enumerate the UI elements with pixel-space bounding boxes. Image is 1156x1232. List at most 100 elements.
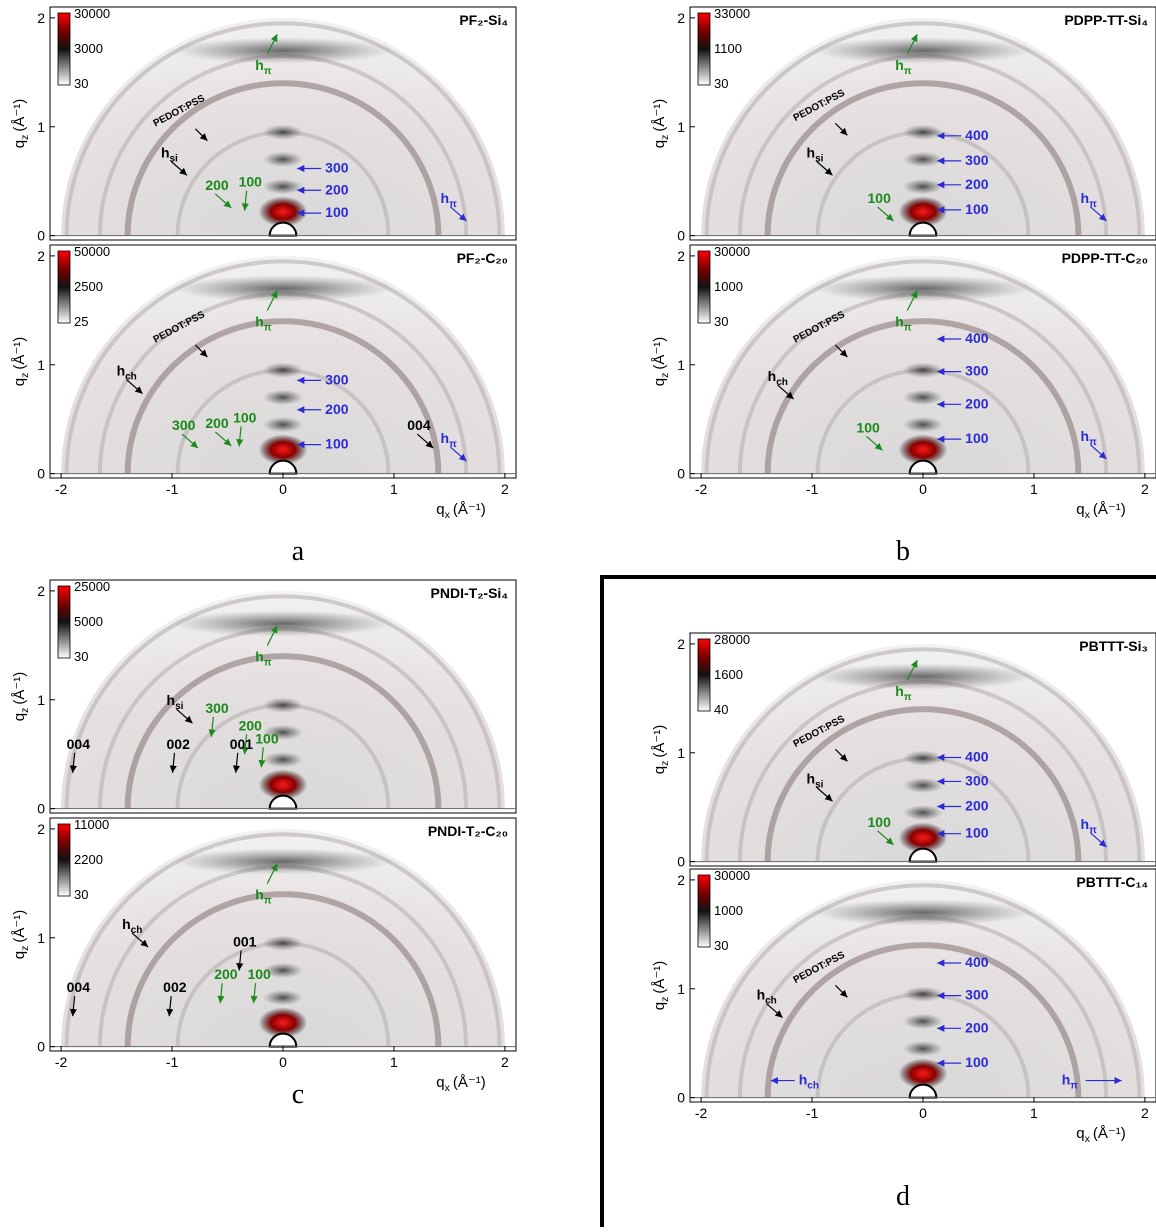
y-axis-label-sub: z (19, 135, 31, 140)
annotation-label: 200 (239, 717, 263, 733)
reflection-spot (903, 124, 943, 140)
annotation-arrow (816, 786, 833, 802)
x-axis-label-symbol: q (436, 1074, 444, 1091)
y-axis-label: qz (Å⁻¹) (11, 910, 31, 960)
reflection-spot (263, 697, 303, 713)
annotation-label: 100 (868, 190, 892, 206)
annotation-arrow (906, 290, 918, 311)
annotation-arrow (250, 983, 258, 1004)
plot-title: PBTTT-Si₃ (1079, 638, 1148, 654)
annotation-arrow (208, 716, 216, 737)
annotation-text: h (757, 987, 766, 1003)
annotation-sub: π (1089, 825, 1097, 836)
annotation-text: 300 (965, 987, 989, 1003)
colorbar (57, 585, 71, 659)
y-axis-label-symbol: q (11, 140, 28, 148)
annotation-label: hπ (255, 57, 272, 77)
annotation-text: h (1081, 428, 1090, 444)
annotation-label: 200 (205, 415, 229, 431)
colorbar (697, 12, 711, 86)
colorbar-label: 30 (714, 314, 728, 329)
annotation-text: 300 (965, 363, 989, 379)
annotation-text: h (167, 692, 176, 708)
diffraction-ring (764, 942, 1082, 1098)
y-tick-label: 2 (37, 583, 45, 599)
annotation-label: hsi (807, 144, 824, 164)
y-tick-label: 1 (677, 981, 685, 997)
y-axis-label: qz (Å⁻¹) (11, 672, 31, 722)
annotation-label: hπ (1062, 1072, 1079, 1092)
annotation-text: h (122, 916, 131, 932)
annotation-arrow (834, 984, 848, 998)
plot: 012qz(Å⁻¹)PDPP-TT-Si₄33000110030hπPEDOT:… (651, 6, 1156, 244)
annotation-label: 200 (205, 177, 229, 193)
panel-caption: d (896, 1181, 910, 1212)
annotation-text: h (441, 430, 450, 446)
annotation-arrow (232, 752, 241, 773)
annotation-text: 300 (965, 152, 989, 168)
annotation-sub: π (1089, 437, 1097, 448)
reflection-spot (263, 124, 303, 140)
annotation-text: 100 (239, 174, 263, 190)
annotation-sub: ch (765, 996, 777, 1007)
annotation-label: 200 (965, 797, 989, 813)
annotation-label: hch (768, 368, 788, 388)
annotation-label: 400 (965, 330, 989, 346)
annotation-text: 200 (205, 177, 229, 193)
reflection-spot (903, 389, 943, 406)
annotation-arrow (266, 863, 278, 884)
plot-title: PF₂-Si₄ (459, 12, 508, 28)
x-tick-label: 0 (279, 1054, 287, 1070)
diffraction-ring (64, 259, 502, 474)
x-tick-label: -2 (55, 1054, 68, 1070)
annotation-arrow (450, 206, 467, 222)
annotation-arrow (176, 708, 193, 724)
annotation-text: 300 (325, 159, 349, 175)
annotation-label: hπ (441, 190, 458, 210)
annotation-text: 400 (965, 330, 989, 346)
colorbar-label: 30000 (714, 244, 750, 259)
annotation-sub: si (815, 779, 824, 790)
annotation-text: 200 (325, 181, 349, 197)
y-axis-label-symbol: q (11, 378, 28, 386)
y-axis-label-symbol: q (651, 766, 668, 774)
annotation-arrow (181, 433, 199, 449)
annotation-arrow (777, 384, 795, 400)
reflection-spot (903, 151, 943, 168)
reflection-spot (263, 179, 303, 195)
annotation-arrow (126, 379, 143, 395)
colorbar-label: 1000 (714, 903, 743, 918)
annotation-label: 100 (856, 419, 880, 435)
annotation-text: 100 (255, 730, 279, 746)
x-axis-label-unit: (Å⁻¹) (453, 1074, 486, 1091)
annotation-label: 200 (965, 1019, 989, 1035)
annotation-label: 100 (239, 174, 263, 190)
panel-caption: a (292, 536, 305, 567)
annotation-arrow (170, 160, 188, 176)
beam-stop (908, 221, 938, 237)
x-axis-label: qx (Å⁻¹) (436, 501, 486, 521)
y-axis-label-symbol: q (651, 140, 668, 148)
diffraction-ring (64, 832, 502, 1047)
annotation-text: 100 (965, 430, 989, 446)
annotation-arrow (266, 625, 278, 646)
annotation-arrow (266, 33, 278, 55)
annotation-text: 200 (205, 415, 229, 431)
annotation-text: h (1081, 190, 1090, 206)
annotation-text: h (255, 314, 264, 330)
annotation-arrow (866, 435, 883, 451)
y-tick-label: 2 (37, 248, 45, 264)
annotation-arrow (1090, 832, 1107, 848)
annotation-text: 400 (965, 127, 989, 143)
pi-stacking-arc (812, 275, 1034, 302)
annotation-label: hch (799, 1072, 819, 1092)
specular-spot (258, 1007, 308, 1038)
x-axis-label-sub: x (1085, 509, 1091, 521)
annotation-arrow (906, 659, 918, 681)
plot-title: PNDI-T₂-Si₄ (431, 585, 508, 601)
panel-d-frame (600, 575, 1156, 1227)
annotation-text: h (807, 770, 816, 786)
annotation-text: 200 (239, 717, 263, 733)
